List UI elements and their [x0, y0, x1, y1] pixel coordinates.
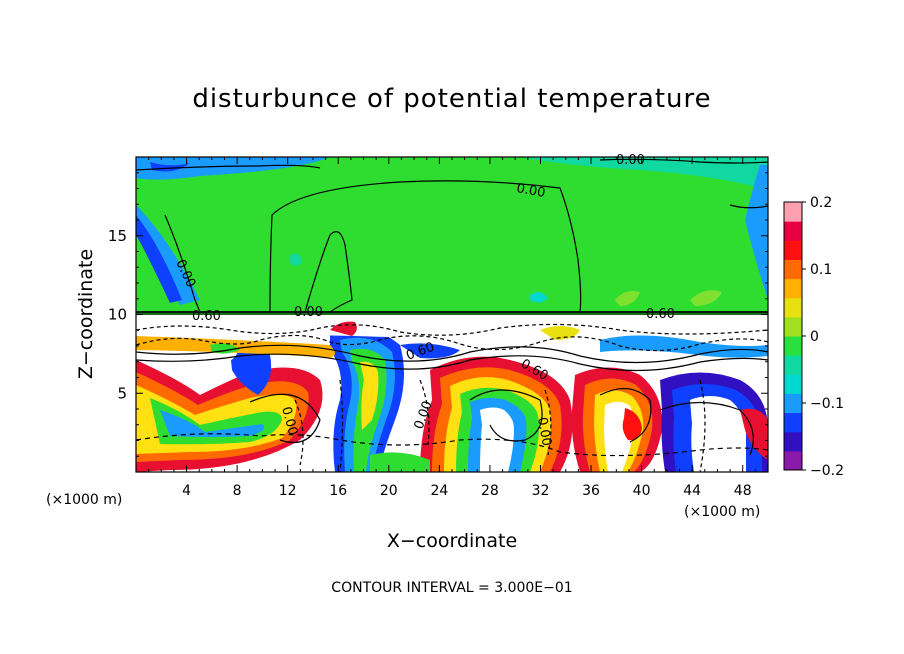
- field-top-blue: [136, 157, 330, 180]
- x-tick-label: 28: [481, 483, 499, 499]
- colorbar-tick-label: 0.1: [810, 262, 832, 278]
- heatmap-field: [136, 157, 768, 472]
- colorbar-tick-label: −0.1: [810, 396, 844, 412]
- x-tick-label: 48: [734, 483, 752, 499]
- contour-label: 0.00: [515, 181, 546, 201]
- contour-label: 0.00: [294, 305, 323, 320]
- colorbar-swatch: [784, 202, 802, 222]
- colorbar-swatch: [784, 297, 802, 318]
- x-tick-label: 44: [683, 483, 701, 499]
- colorbar-swatch: [784, 221, 802, 241]
- x-tick-label: 12: [279, 483, 297, 499]
- colorbar-tick-label: 0.2: [810, 195, 832, 211]
- x-tick-label: 32: [532, 483, 550, 499]
- x-tick-label: 8: [233, 483, 242, 499]
- colorbar-swatch: [784, 355, 802, 375]
- x-axis: 4 8 12 16 20 24 28 32 36 40 44 48: [148, 157, 756, 499]
- contour-label: 0.00: [616, 153, 645, 168]
- colorbar-tick-label: −0.2: [810, 463, 844, 479]
- x-tick-label: 20: [380, 483, 398, 499]
- colorbar-swatch: [784, 412, 802, 433]
- colorbar: 0.2 0.1 0 −0.1 −0.2: [783, 195, 844, 479]
- colorbar-swatch: [784, 240, 802, 260]
- z-axis: 5 10 15: [108, 172, 768, 457]
- x-unit-label-left: (×1000 m): [46, 492, 122, 508]
- contour-lines: [136, 158, 768, 472]
- colorbar-tick-label: 0: [810, 329, 819, 345]
- colorbar-swatch: [784, 278, 802, 299]
- colorbar-swatch: [784, 316, 802, 337]
- contour-label: 0.60: [646, 307, 675, 322]
- contour-interval-label: CONTOUR INTERVAL = 3.000E−01: [331, 580, 572, 596]
- colorbar-swatch: [784, 431, 802, 452]
- x-tick-label: 4: [182, 483, 191, 499]
- z-tick-label: 10: [108, 306, 127, 324]
- x-tick-label: 36: [582, 483, 600, 499]
- contour-label: 0.60: [192, 309, 221, 324]
- field-upper: [136, 157, 768, 315]
- y-axis-label: Z−coordinate: [75, 249, 97, 379]
- contour-label: 0.00: [534, 416, 554, 447]
- contour-label: 0.00: [278, 405, 300, 437]
- z-tick-label: 5: [117, 384, 127, 402]
- colorbar-swatch: [784, 450, 802, 471]
- x-tick-label: 24: [430, 483, 448, 499]
- chart-title: disturbunce of potential temperature: [192, 84, 712, 114]
- colorbar-swatch: [784, 259, 802, 280]
- colorbar-swatch: [784, 393, 802, 414]
- x-tick-label: 16: [329, 483, 347, 499]
- colorbar-swatch: [784, 336, 802, 356]
- x-unit-label-right: (×1000 m): [684, 504, 760, 520]
- z-tick-label: 15: [108, 227, 127, 245]
- x-axis-label: X−coordinate: [387, 530, 517, 552]
- colorbar-swatch: [784, 374, 802, 394]
- x-tick-label: 40: [633, 483, 651, 499]
